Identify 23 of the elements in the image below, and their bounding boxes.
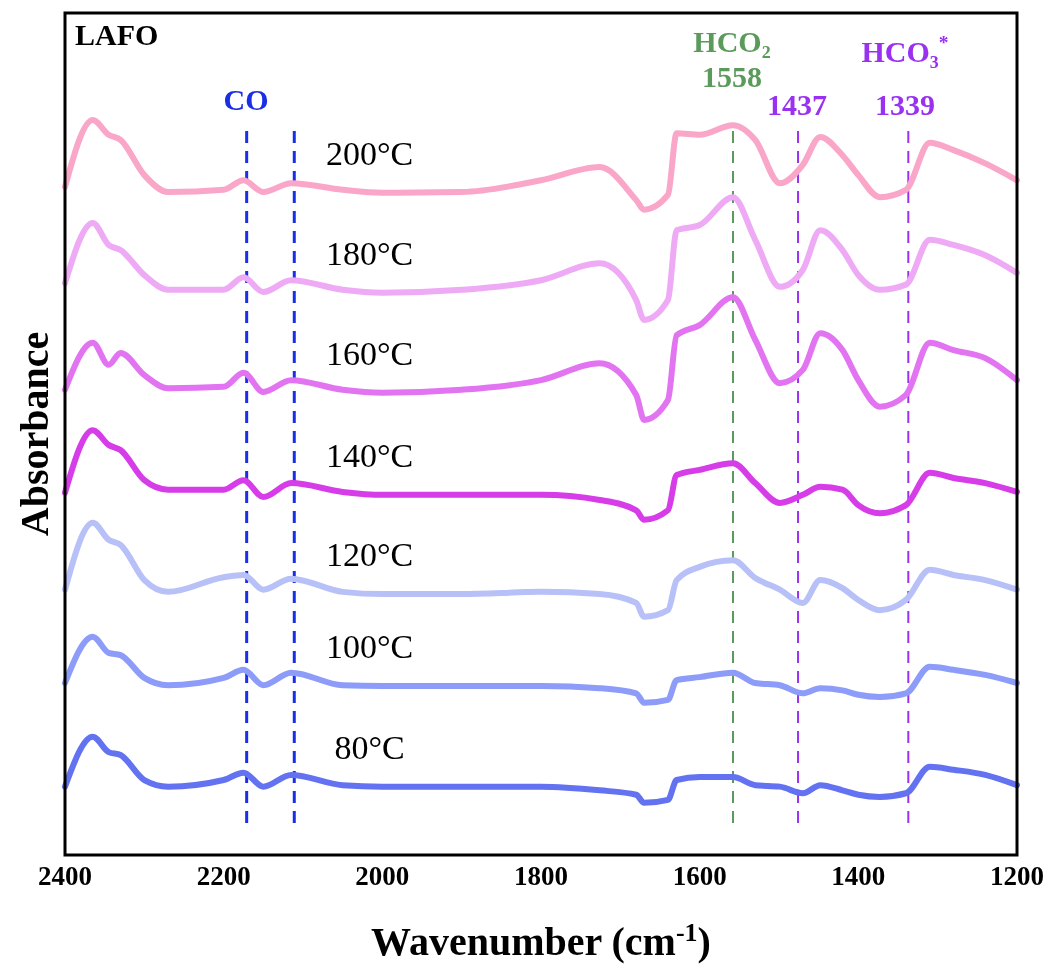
annotation: 1437 — [767, 87, 827, 121]
x-axis-title: Wavenumber (cm$^{-1}$) — [371, 917, 711, 964]
series-label: 160°C — [326, 334, 414, 372]
x-tick-label: 2400 — [38, 861, 92, 891]
x-tick-label: 1600 — [672, 861, 727, 891]
series-label: 120°C — [326, 536, 414, 574]
y-axis-title: Absorbance — [12, 331, 57, 537]
chart-title: LAFO — [75, 18, 159, 51]
series-label: 100°C — [326, 627, 414, 665]
annotation: 1339 — [875, 87, 935, 121]
series-label: 200°C — [326, 134, 414, 172]
series-label: 80°C — [334, 728, 405, 766]
series-label: 140°C — [326, 436, 414, 474]
x-tick-label: 1200 — [990, 861, 1044, 891]
x-tick-label: 2200 — [196, 861, 251, 891]
text: HCO₂ — [693, 24, 771, 58]
x-tick-label: 2000 — [355, 861, 410, 891]
x-tick-label: 1400 — [831, 861, 886, 891]
text: HCO₃$^{*}$ — [861, 31, 949, 68]
text: CO — [223, 82, 269, 116]
text: 1558 — [702, 59, 762, 93]
x-tick-label: 1800 — [514, 861, 568, 891]
series-label: 180°C — [326, 234, 414, 272]
